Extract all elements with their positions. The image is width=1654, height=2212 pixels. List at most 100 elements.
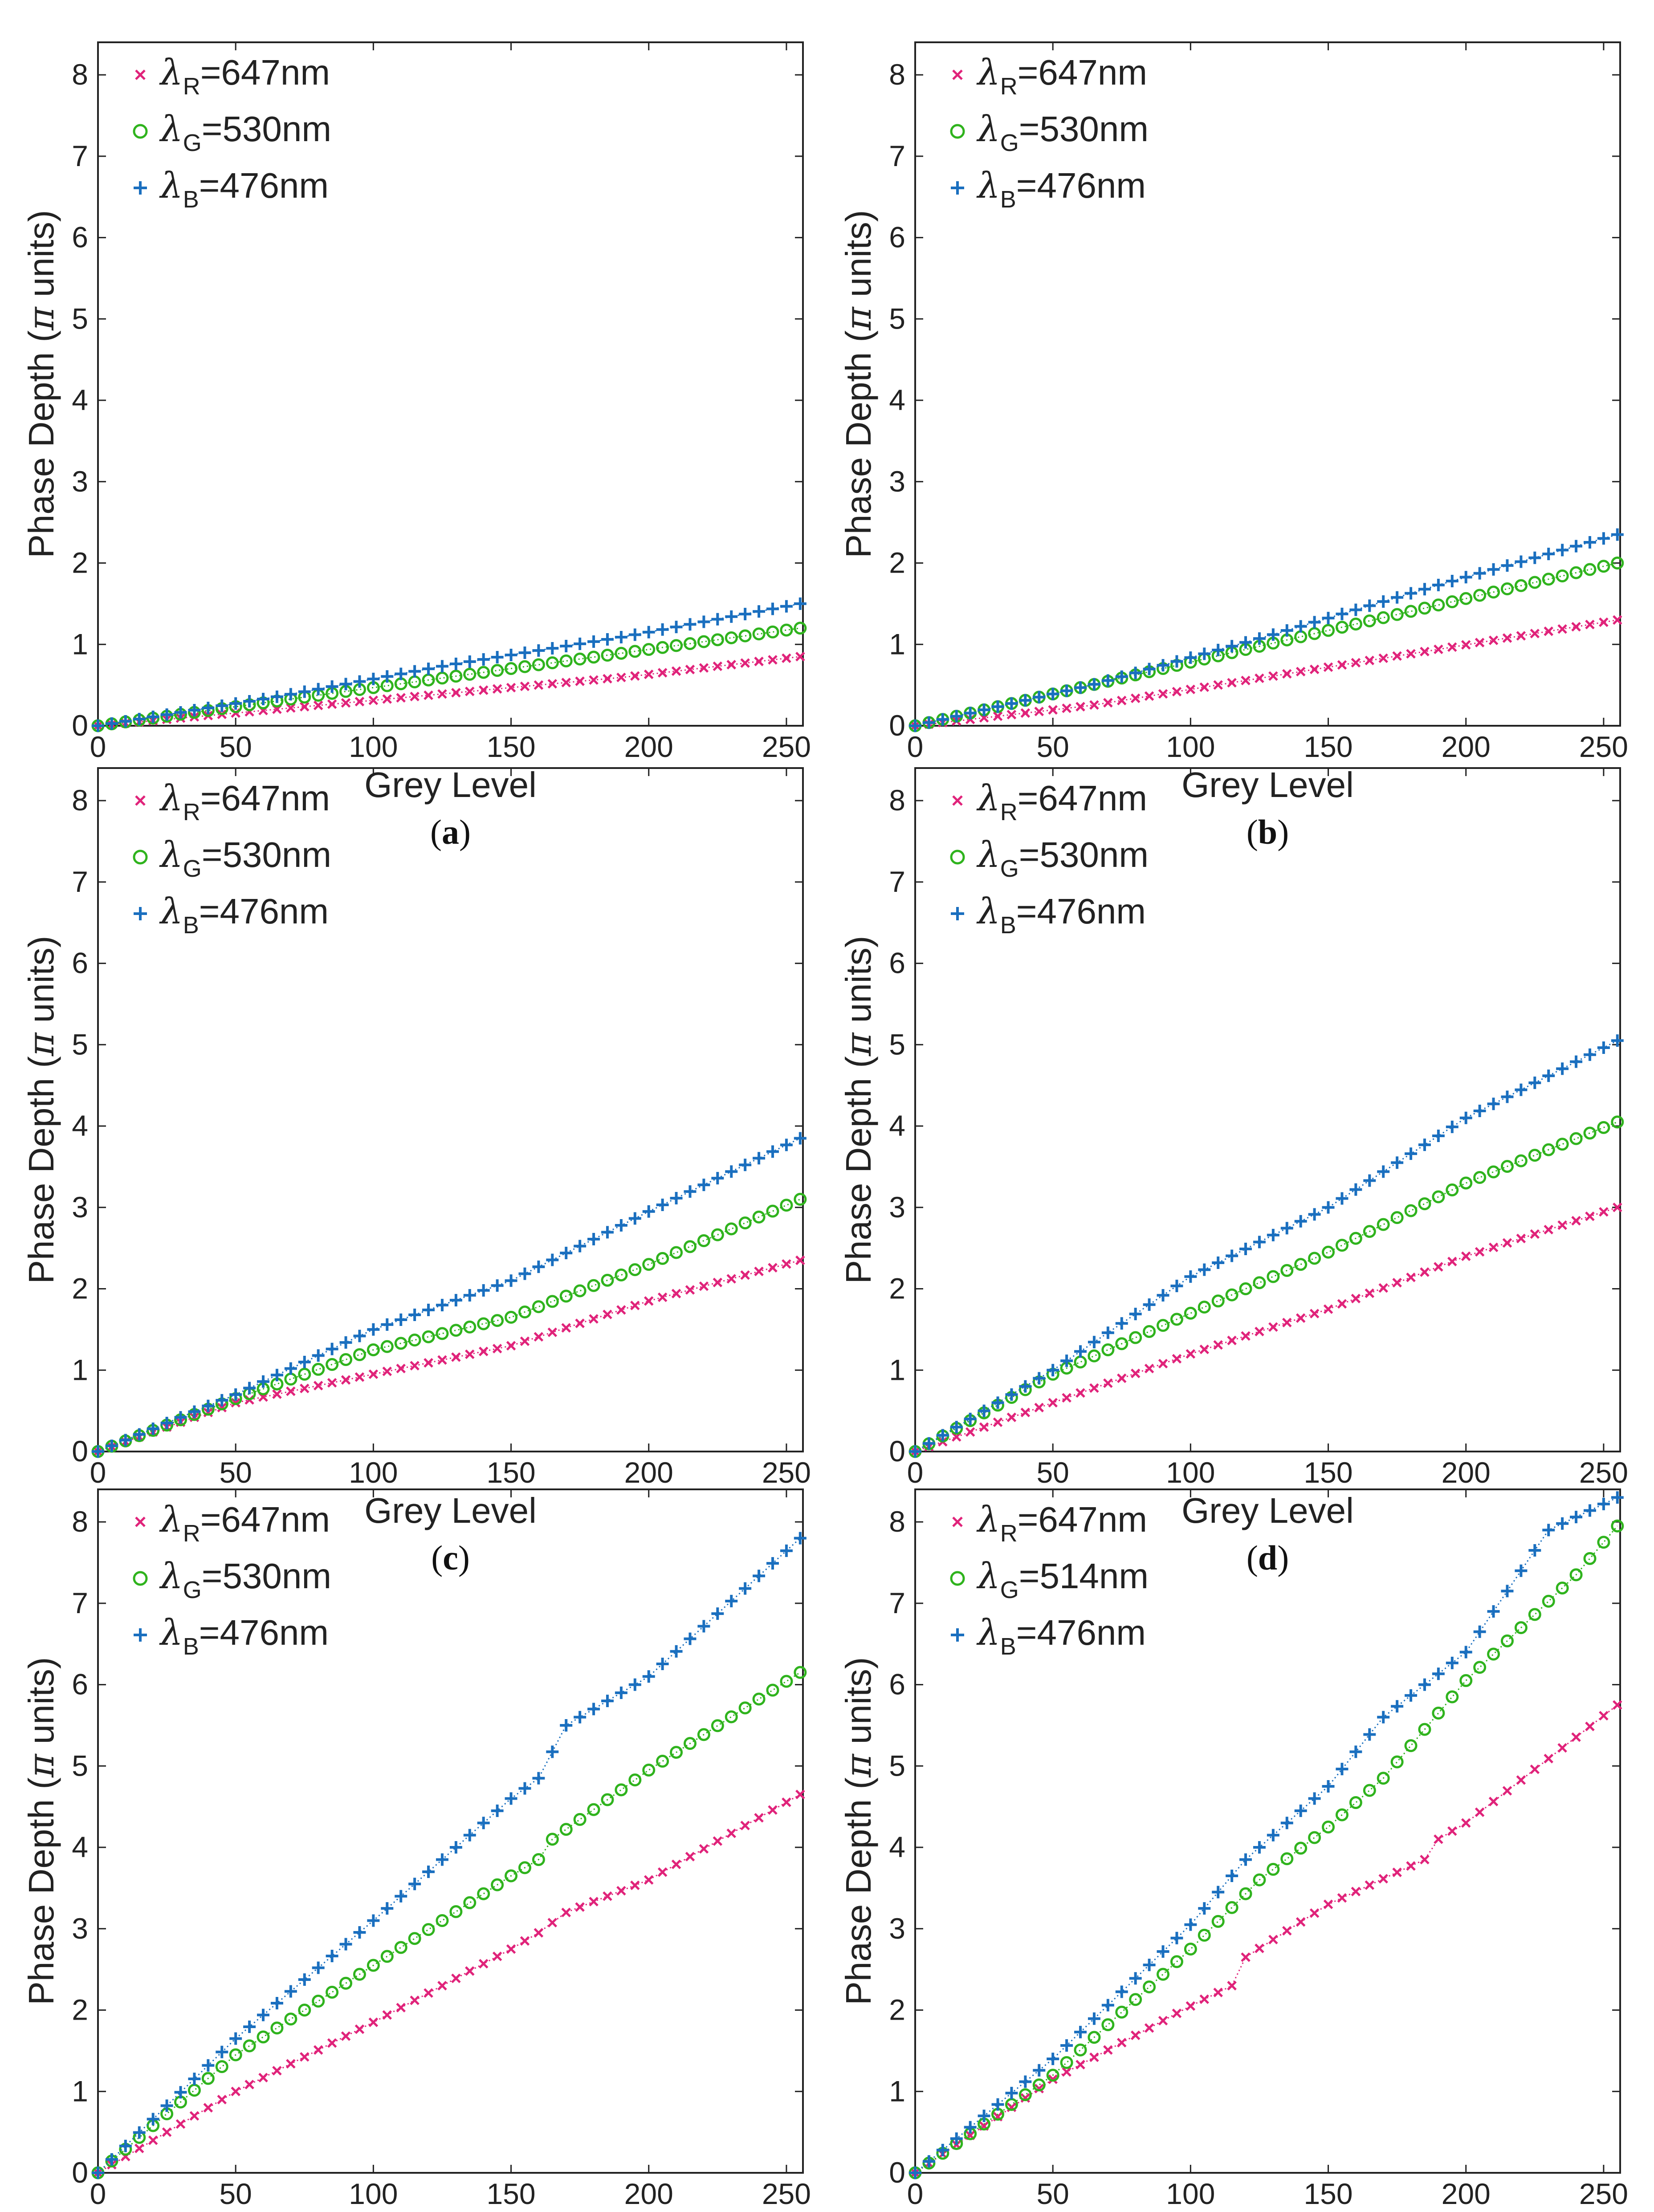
data-point: [628, 1773, 642, 1787]
data-point: [1198, 647, 1211, 660]
data-point: [243, 1382, 256, 1395]
legend-subscript: B: [1000, 1633, 1016, 1660]
data-point: [1599, 1207, 1609, 1217]
x-tick-label: 150: [1304, 1456, 1353, 1489]
data-point: [1280, 624, 1293, 637]
y-axis-label-text: Phase Depth (: [839, 1056, 878, 1284]
data-point: [1556, 569, 1569, 583]
legend-label: λR=647nm: [976, 52, 1147, 100]
data-point: [1528, 1076, 1541, 1089]
data-point: [616, 672, 626, 683]
data-point: [656, 623, 669, 636]
data-point: [1514, 579, 1528, 592]
data-point: [1583, 1126, 1597, 1140]
data-point: [1255, 1944, 1264, 1953]
data-point: [339, 1336, 352, 1349]
data-point: [616, 1305, 626, 1315]
y-tick-label: 6: [72, 221, 88, 254]
data-point: [477, 666, 490, 679]
data-point: [1542, 573, 1555, 586]
data-point: [711, 633, 724, 647]
data-point: [1034, 707, 1044, 716]
y-tick-label: 5: [72, 302, 88, 335]
data-point: [978, 1404, 990, 1417]
data-point: [1253, 632, 1266, 645]
data-point: [628, 1212, 641, 1225]
data-point: [1323, 1304, 1333, 1314]
data-point: [754, 1266, 764, 1277]
data-point: [505, 1869, 518, 1883]
y-tick-label: 7: [889, 1586, 905, 1619]
data-point: [465, 1966, 475, 1976]
data-point: [368, 1369, 379, 1379]
data-point: [1199, 682, 1210, 692]
caption-letter: b: [1258, 813, 1277, 851]
data-point: [1487, 1647, 1500, 1661]
data-point: [603, 674, 612, 684]
data-point: [105, 717, 118, 730]
data-point: [699, 663, 709, 673]
data-point: [575, 1318, 585, 1328]
data-point: [1309, 1309, 1320, 1319]
data-point: [367, 1959, 380, 1972]
data-point: [587, 635, 600, 648]
data-point: [573, 1284, 587, 1297]
data-point: [1501, 559, 1514, 572]
data-point: [1241, 1331, 1251, 1341]
data-point: [410, 1995, 420, 2005]
data-point: [1459, 1111, 1472, 1124]
data-point: [1365, 1880, 1375, 1890]
data-point: [560, 1719, 573, 1732]
data-point: [395, 1890, 407, 1903]
caption-paren-open: (: [1247, 813, 1258, 851]
legend-marker-plus: [951, 907, 964, 920]
legend-subscript: G: [183, 1577, 202, 1603]
data-point: [697, 1234, 710, 1248]
data-point: [1418, 1197, 1431, 1211]
data-point: [1143, 1959, 1156, 1972]
data-point: [449, 1905, 463, 1918]
data-point: [780, 1675, 793, 1688]
data-point: [965, 1427, 975, 1437]
data-point: [922, 1437, 935, 1450]
data-point: [1034, 1403, 1044, 1413]
data-point: [394, 1941, 407, 1954]
data-point: [1089, 2052, 1099, 2062]
y-tick-label: 1: [889, 2074, 905, 2107]
data-point: [559, 1823, 573, 1836]
data-point: [1198, 1301, 1211, 1314]
data-point: [780, 1544, 793, 1557]
data-point: [465, 1349, 475, 1359]
x-axis-label: Grey Level: [1181, 1491, 1354, 1530]
x-tick-label: 0: [907, 1456, 924, 1489]
data-point: [1557, 1743, 1567, 1753]
legend-marker-cross: [952, 1517, 963, 1527]
data-point: [616, 1886, 626, 1896]
legend-marker-circle: [133, 124, 148, 139]
data-point: [1583, 563, 1597, 576]
data-point: [1392, 1278, 1402, 1288]
data-point: [575, 1902, 585, 1912]
data-point: [451, 1973, 461, 1984]
data-point: [270, 1996, 283, 2009]
legend-label: λB=476nm: [976, 890, 1146, 939]
data-point: [766, 1204, 779, 1218]
data-point: [1611, 528, 1624, 541]
data-point: [726, 1274, 736, 1284]
data-point: [766, 1145, 779, 1158]
data-point: [738, 629, 752, 642]
data-point: [794, 1666, 807, 1679]
x-tick-label: 150: [486, 730, 535, 763]
data-point: [243, 695, 256, 708]
data-point: [1101, 674, 1114, 687]
data-point: [1377, 611, 1390, 624]
data-point: [1500, 582, 1514, 596]
data-point: [615, 1268, 628, 1281]
data-point: [1322, 1780, 1335, 1793]
data-point: [711, 1607, 724, 1620]
data-point: [436, 1327, 449, 1340]
legend-wavelength: =647nm: [200, 53, 330, 92]
data-point: [601, 649, 614, 662]
x-tick-label: 100: [349, 730, 398, 763]
